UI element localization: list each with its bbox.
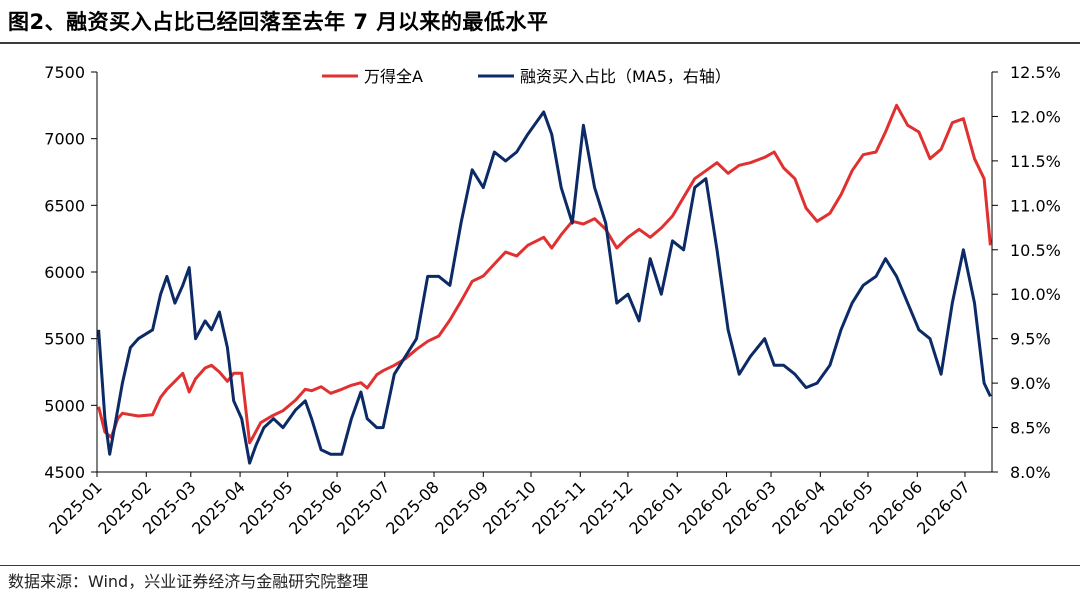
x-tick-label: 2025-10 xyxy=(479,477,540,538)
left-tick-label: 5000 xyxy=(44,396,85,415)
plot-frame xyxy=(96,72,993,473)
right-tick-label: 11.5% xyxy=(1010,152,1061,171)
x-tick-label: 2025-12 xyxy=(576,477,637,538)
x-tick-label: 2026-05 xyxy=(816,477,877,538)
right-axis-ticks: 12.5% 12.0% 11.5% 11.0% 10.5% 10.0% 9.5% 9.0% 8.… xyxy=(992,63,1061,482)
right-tick-label: 8.5% xyxy=(1010,419,1051,438)
right-tick-label: 9.5% xyxy=(1010,330,1051,349)
right-tick-label: 12.5% xyxy=(1010,63,1061,82)
series-line-margin-ratio xyxy=(97,110,992,465)
legend: 万得全A 融资买入占比（MA5，右轴） xyxy=(322,67,731,86)
right-tick-label: 9.0% xyxy=(1010,374,1051,393)
x-tick-label: 2026-07 xyxy=(913,477,974,538)
right-tick-label: 10.5% xyxy=(1010,241,1061,260)
legend-label-index: 万得全A xyxy=(364,67,423,86)
right-tick-label: 8.0% xyxy=(1010,463,1051,482)
left-axis-ticks: 7500 7000 6500 6000 5500 5000 4500 xyxy=(44,63,97,482)
left-tick-label: 6500 xyxy=(44,196,85,215)
x-tick-label: 2026-01 xyxy=(625,477,686,538)
left-tick-label: 4500 xyxy=(44,463,85,482)
x-tick-label: 2025-01 xyxy=(45,477,106,538)
source-note: 数据来源：Wind，兴业证券经济与金融研究院整理 xyxy=(8,572,369,591)
left-tick-label: 7500 xyxy=(44,63,85,82)
right-tick-label: 11.0% xyxy=(1010,196,1061,215)
left-tick-label: 6000 xyxy=(44,263,85,282)
right-tick-label: 10.0% xyxy=(1010,285,1061,304)
series-line-index xyxy=(97,103,992,445)
left-tick-label: 7000 xyxy=(44,130,85,149)
x-axis-ticks: 2025-012025-022025-032025-042025-052025-… xyxy=(45,472,974,538)
figure-title: 图2、融资买入占比已经回落至去年 7 月以来的最低水平 xyxy=(8,10,549,34)
x-tick-label: 2025-08 xyxy=(382,477,443,538)
title-rule xyxy=(0,42,1080,44)
x-tick-label: 2025-07 xyxy=(333,477,394,538)
left-tick-label: 5500 xyxy=(44,330,85,349)
x-tick-label: 2025-05 xyxy=(236,477,297,538)
legend-label-margin-ratio: 融资买入占比（MA5，右轴） xyxy=(520,67,731,86)
source-rule xyxy=(0,565,1080,566)
right-tick-label: 12.0% xyxy=(1010,107,1061,126)
